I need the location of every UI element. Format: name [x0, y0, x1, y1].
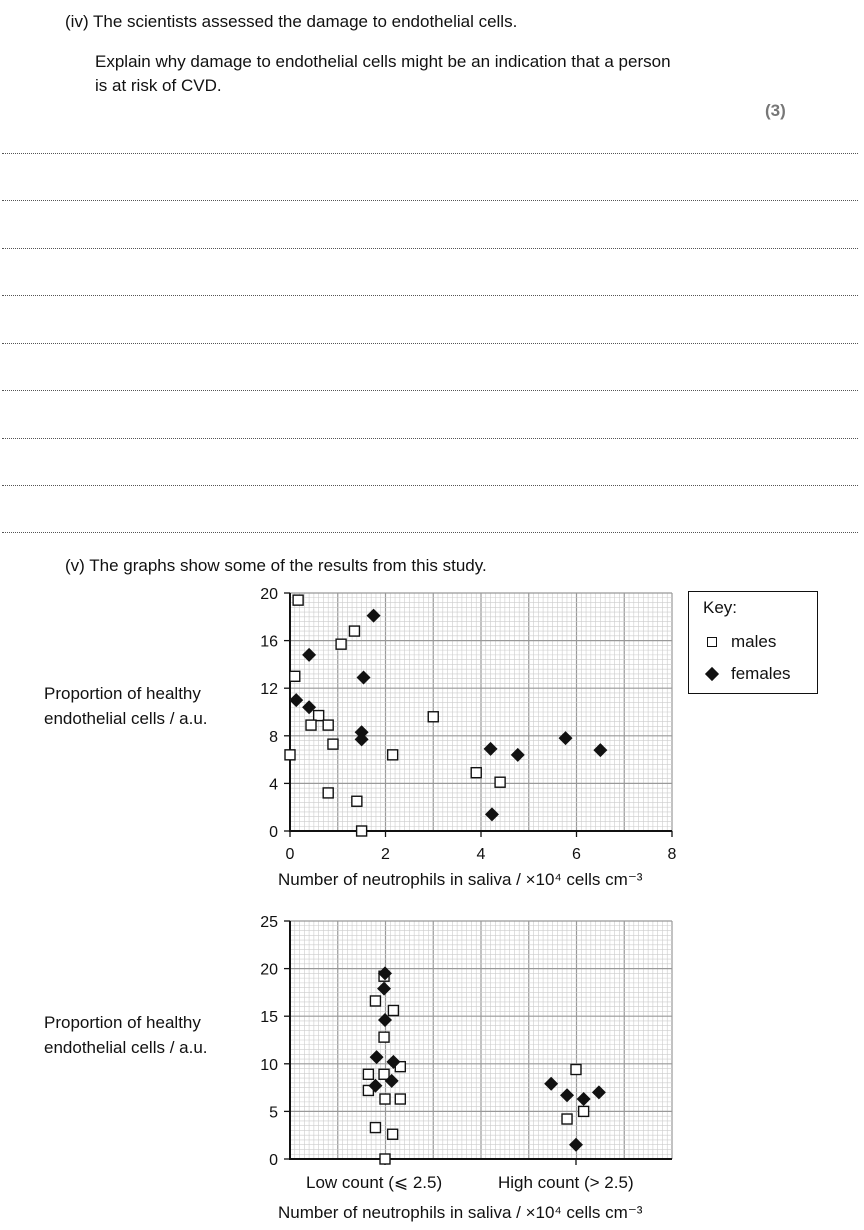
- female-point: [484, 807, 499, 822]
- female-point: [369, 1050, 384, 1065]
- male-point: [378, 1068, 390, 1080]
- question-v-stem: (v) The graphs show some of the results …: [65, 556, 487, 575]
- key-females: females: [731, 664, 791, 683]
- female-point: [569, 1137, 583, 1152]
- answer-line[interactable]: [2, 343, 858, 344]
- male-point: [561, 1113, 573, 1125]
- female-point: [366, 608, 381, 623]
- answer-line[interactable]: [2, 248, 858, 249]
- female-point: [384, 1073, 399, 1088]
- male-point: [289, 670, 301, 682]
- male-point: [284, 749, 296, 761]
- female-point: [378, 1013, 392, 1028]
- male-point: [351, 795, 363, 807]
- y-tick-label: 20: [260, 586, 278, 603]
- x-tick-label: 6: [572, 846, 581, 863]
- male-point: [327, 738, 339, 750]
- y-tick-label: 0: [269, 824, 278, 841]
- female-point: [576, 1092, 591, 1107]
- chart1-ylabel-line2: endothelial cells / a.u.: [44, 709, 208, 728]
- male-point: [386, 749, 399, 761]
- chart1-ylabel-line1: Proportion of healthy: [44, 684, 201, 703]
- female-point: [378, 966, 392, 981]
- male-point: [470, 766, 482, 779]
- chart2-ylabel-line1: Proportion of healthy: [44, 1013, 201, 1032]
- y-tick-label: 25: [260, 914, 278, 931]
- y-tick-label: 4: [269, 776, 278, 793]
- male-point: [292, 594, 304, 606]
- question-iv-prompt-line1: Explain why damage to endothelial cells …: [95, 52, 671, 71]
- male-point: [322, 719, 334, 731]
- chart2-category-low: Low count (⩽ 2.5): [306, 1173, 443, 1192]
- female-point: [354, 725, 369, 740]
- key-males: males: [731, 632, 777, 651]
- answer-line[interactable]: [2, 200, 858, 201]
- male-point: [312, 709, 325, 722]
- female-point: [560, 1088, 575, 1103]
- male-point: [322, 787, 334, 799]
- female-point: [591, 1085, 606, 1100]
- female-point: [510, 747, 525, 762]
- male-point: [577, 1105, 590, 1118]
- question-iv-prompt-line2: is at risk of CVD.: [95, 76, 222, 95]
- y-tick-label: 15: [260, 1009, 278, 1026]
- female-point: [354, 732, 369, 747]
- female-point: [356, 670, 371, 685]
- y-tick-label: 20: [260, 962, 278, 979]
- y-tick-label: 12: [260, 681, 278, 698]
- female-point: [302, 700, 317, 715]
- y-tick-label: 8: [269, 729, 278, 746]
- female-point: [368, 1078, 383, 1093]
- chart2-xlabel: Number of neutrophils in saliva / ×10⁴ c…: [278, 1203, 643, 1222]
- female-point: [386, 1054, 401, 1069]
- female-point: [593, 743, 608, 758]
- answer-line[interactable]: [2, 390, 858, 391]
- female-point: [544, 1076, 559, 1091]
- male-point: [379, 1093, 391, 1105]
- x-tick-label: 0: [286, 846, 295, 863]
- question-iv-stem: (iv) The scientists assessed the damage …: [65, 12, 518, 31]
- male-point: [379, 1153, 391, 1165]
- male-point: [494, 776, 506, 788]
- male-point: [394, 1093, 406, 1105]
- male-point: [305, 719, 317, 731]
- male-point: [387, 1004, 400, 1017]
- female-point: [289, 693, 304, 708]
- female-point: [558, 731, 573, 746]
- x-tick-label: 8: [668, 846, 677, 863]
- chart-key: Key: males females: [688, 591, 818, 694]
- answer-line[interactable]: [2, 532, 858, 533]
- male-point: [386, 1128, 399, 1140]
- male-point: [378, 1031, 390, 1043]
- y-tick-label: 16: [260, 634, 278, 651]
- female-point: [302, 647, 317, 662]
- answer-line[interactable]: [2, 485, 858, 486]
- female-point: [483, 741, 498, 756]
- male-point: [348, 625, 361, 637]
- answer-line[interactable]: [2, 295, 858, 296]
- marks-label: (3): [765, 101, 786, 120]
- x-tick-label: 4: [477, 846, 486, 863]
- y-tick-label: 10: [260, 1057, 278, 1074]
- y-tick-label: 0: [269, 1152, 278, 1169]
- key-title: Key:: [703, 598, 738, 617]
- male-point: [355, 825, 368, 837]
- x-tick-label: 2: [381, 846, 390, 863]
- answer-line[interactable]: [2, 438, 858, 439]
- chart1-xlabel: Number of neutrophils in saliva / ×10⁴ c…: [278, 870, 643, 889]
- male-point: [362, 1068, 375, 1080]
- chart2-category-high: High count (> 2.5): [498, 1173, 634, 1192]
- male-square-icon: [707, 637, 717, 647]
- male-point: [369, 1121, 382, 1134]
- male-point: [570, 1063, 582, 1076]
- male-point: [369, 995, 382, 1007]
- male-point: [335, 638, 347, 650]
- male-point: [427, 711, 439, 723]
- y-tick-label: 5: [269, 1104, 278, 1121]
- answer-line[interactable]: [2, 153, 858, 154]
- female-point: [377, 981, 392, 996]
- chart2-ylabel-line2: endothelial cells / a.u.: [44, 1038, 208, 1057]
